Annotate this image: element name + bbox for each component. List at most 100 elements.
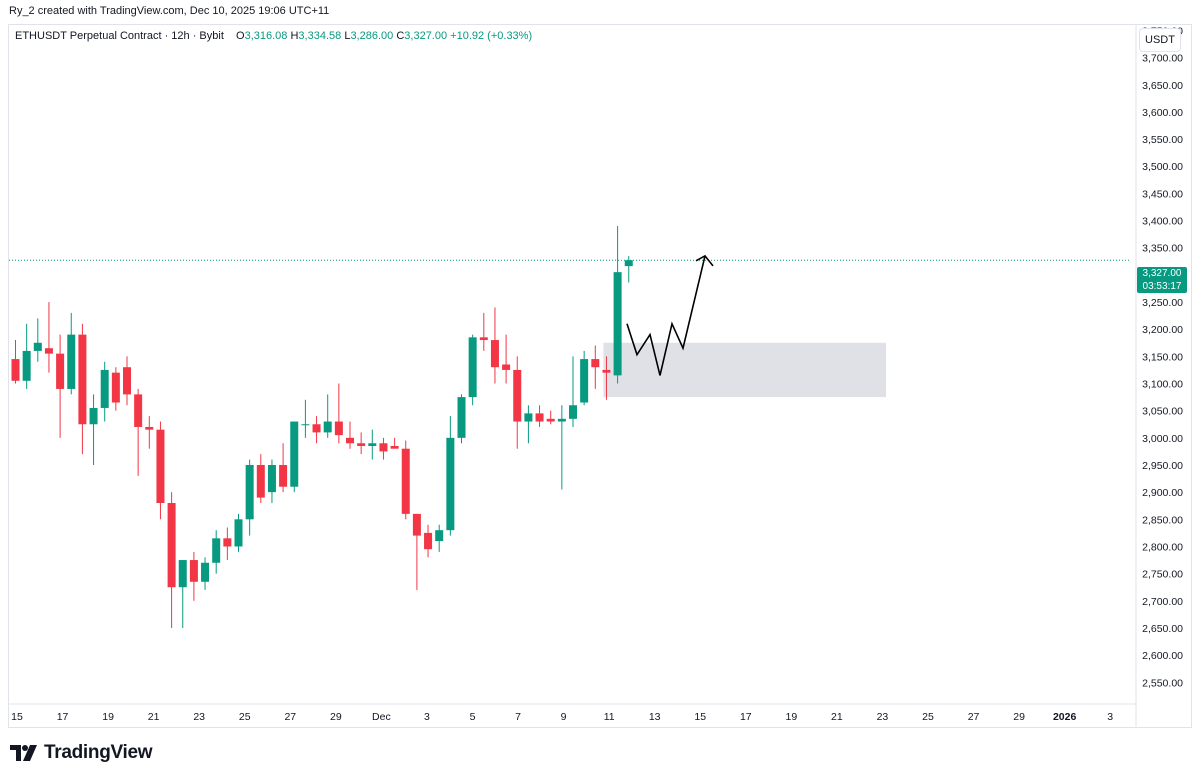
x-tick-label: 21 [831,711,843,723]
open-label: O [236,30,245,42]
y-tick-label: 2,950.00 [1142,460,1183,472]
candle-body [201,562,210,582]
currency-unit-button[interactable]: USDT [1139,28,1181,52]
x-tick-label: 19 [102,711,114,723]
candle-body [390,445,399,449]
candle-body [502,364,511,370]
candle-body [546,418,555,422]
x-tick-label: 7 [515,711,521,723]
candle-body [602,369,611,373]
y-tick-label: 2,600.00 [1142,650,1183,662]
high-label: H [290,30,299,42]
y-tick-label: 2,650.00 [1142,623,1183,635]
candle-body [379,443,388,452]
candle-body [100,369,109,408]
candle-body [134,394,143,427]
x-tick-label: 15 [11,711,23,723]
last-price-label: 3,327.00 03:53:17 [1137,267,1187,293]
candle-body [323,421,332,433]
candle-body [624,260,633,267]
x-tick-label: 15 [694,711,706,723]
x-tick-label: 29 [1013,711,1025,723]
tradingview-logo-text: TradingView [44,742,153,763]
x-tick-label: 27 [284,711,296,723]
open-value: 3,316.08 [244,30,288,42]
candle-body [245,464,254,520]
candle-body [178,560,187,588]
y-tick-label: 2,850.00 [1142,514,1183,526]
x-tick-label: 19 [786,711,798,723]
candle-body [580,359,589,403]
symbol-legend: ETHUSDT Perpetual Contract · 12h · Bybit… [15,30,532,42]
x-tick-label: 23 [877,711,889,723]
y-tick-label: 3,050.00 [1142,406,1183,418]
x-tick-label: 11 [604,711,615,723]
x-tick-label: 17 [57,711,69,723]
candle-body [67,334,76,389]
candle-body [301,424,310,426]
y-tick-label: 3,100.00 [1142,379,1183,391]
y-tick-label: 2,800.00 [1142,541,1183,553]
y-tick-label: 3,150.00 [1142,351,1183,363]
candle-body [312,424,321,433]
x-tick-label: 3 [1107,711,1113,723]
projection-arrowhead [695,254,714,267]
y-tick-label: 2,700.00 [1142,596,1183,608]
y-tick-label: 3,200.00 [1142,324,1183,336]
candle-body [468,337,477,398]
candle-body [401,448,410,514]
candle-body [56,353,65,389]
y-tick-label: 2,550.00 [1142,677,1183,689]
y-tick-label: 3,450.00 [1142,188,1183,200]
candle-body [446,437,455,531]
candle-body [535,413,544,422]
candle-body [212,538,221,563]
candle-body [78,334,87,425]
tradingview-logo[interactable]: TradingView [10,742,153,764]
candle-body [591,359,600,368]
symbol-title[interactable]: ETHUSDT Perpetual Contract · 12h · Bybit [15,30,224,42]
candle-body [479,337,488,341]
y-tick-label: 3,700.00 [1142,53,1183,65]
candle-body [513,369,522,422]
candle-body [334,421,343,436]
candle-body [267,464,276,493]
change-value: +10.92 (+0.33%) [450,30,533,42]
y-tick-label: 3,550.00 [1142,134,1183,146]
x-tick-label: 23 [193,711,205,723]
candle-body [44,348,53,354]
candle-body [524,413,533,422]
x-tick-label: 9 [561,711,567,723]
candle-body [557,418,566,422]
candle-body [256,464,265,498]
low-value: 3,286.00 [350,30,394,42]
projection-path [626,255,706,376]
high-value: 3,334.58 [298,30,342,42]
y-tick-label: 3,400.00 [1142,216,1183,228]
last-price-value: 3,327.00 [1142,268,1182,279]
x-tick-label: 13 [649,711,661,723]
chart-frame[interactable] [8,24,1192,728]
candle-body [279,464,288,487]
low-label: L [344,30,351,42]
candle-body [346,437,354,444]
candle-body [33,342,42,351]
x-tick-label: Dec [372,711,391,723]
candle-body [490,340,499,368]
candle-body [89,407,98,425]
candle-body [22,350,31,381]
candle-body [167,503,176,588]
y-tick-label: 3,000.00 [1142,433,1183,445]
y-tick-label: 3,500.00 [1142,161,1183,173]
chart-attribution: Ry_2 created with TradingView.com, Dec 1… [9,5,330,17]
candle-body [368,443,377,446]
demand-zone [603,342,886,398]
x-tick-label: 21 [148,711,160,723]
candle-body [569,405,577,419]
y-tick-label: 2,900.00 [1142,487,1183,499]
y-tick-label: 2,750.00 [1142,569,1183,581]
x-tick-label: 25 [922,711,934,723]
candle-body [613,272,622,376]
x-tick-label: 3 [424,711,430,723]
